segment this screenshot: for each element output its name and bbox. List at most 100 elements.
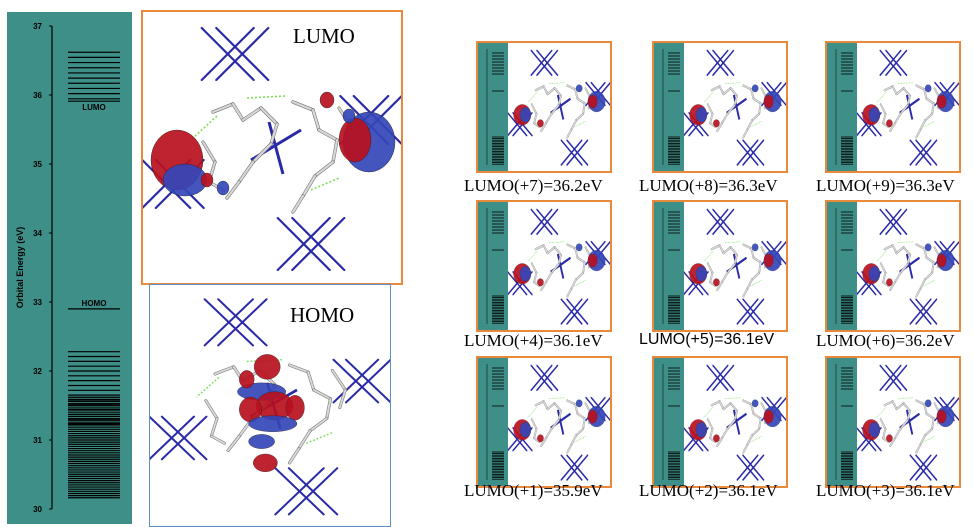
ligand-cross bbox=[706, 49, 735, 76]
metal-bond bbox=[905, 409, 914, 435]
energy-levels: 37 36 35 34 33 32 31 30 Orbital Energy (eV) LUMO H… bbox=[15, 22, 120, 514]
mini-energy-strip bbox=[478, 358, 508, 486]
hydrogen-bond bbox=[898, 82, 914, 84]
orbital-lobe-positive bbox=[936, 409, 947, 424]
molecule-skeleton bbox=[915, 84, 935, 139]
ligand-cross bbox=[332, 358, 390, 404]
hydrogen-bond bbox=[574, 436, 586, 443]
orbital-lobe-positive bbox=[936, 253, 947, 268]
hydrogen-bond bbox=[876, 406, 887, 418]
orbital-thumbnail-caption: LUMO(+7)=36.2eV bbox=[464, 176, 603, 195]
orbital-lobe-positive bbox=[763, 253, 774, 268]
hydrogen-bond bbox=[876, 91, 887, 103]
ligand-cross bbox=[150, 415, 208, 461]
metal-bond bbox=[732, 253, 741, 279]
hydrogen-bond bbox=[527, 406, 538, 418]
metal-bond bbox=[905, 94, 914, 120]
thumbnail-molecule-render bbox=[857, 364, 959, 481]
orbital-lobe-positive bbox=[537, 278, 544, 287]
orbital-thumbnail-caption: LUMO(+1)=35.9eV bbox=[464, 481, 603, 500]
orbital-thumbnail bbox=[476, 41, 612, 173]
mini-energy-strip bbox=[827, 202, 857, 330]
orbital-lobe-positive bbox=[239, 370, 255, 389]
thumbnail-molecule-render bbox=[508, 208, 610, 325]
orbital-lobe-negative bbox=[695, 107, 708, 123]
thumbnail-molecule-render bbox=[684, 49, 786, 166]
hydrogen-bond bbox=[876, 250, 887, 262]
orbital-thumbnail-caption: LUMO(+3)=36.1eV bbox=[816, 481, 955, 500]
hydrogen-bond bbox=[750, 121, 762, 128]
molecule-skeleton bbox=[742, 243, 762, 298]
molecule-skeleton bbox=[742, 399, 762, 454]
molecule-skeleton bbox=[534, 85, 562, 132]
molecule-skeleton bbox=[534, 400, 562, 447]
metal-bond bbox=[556, 94, 565, 120]
hydrogen-bond bbox=[574, 121, 586, 128]
orbital-lobe-negative bbox=[924, 84, 932, 93]
energy-tick-label: 36 bbox=[33, 91, 42, 100]
orbital-thumbnail bbox=[825, 200, 961, 332]
orbital-lobe-negative bbox=[519, 422, 532, 438]
hydrogen-bond bbox=[305, 431, 333, 444]
orbital-thumbnail bbox=[476, 356, 612, 488]
hydrogen-bond bbox=[549, 82, 565, 84]
orbital-thumbnail bbox=[652, 356, 788, 488]
homo-molecule-render bbox=[150, 298, 390, 516]
energy-tick-label: 37 bbox=[33, 22, 42, 31]
orbital-lobe-negative bbox=[868, 266, 881, 282]
hydrogen-bond bbox=[574, 280, 586, 287]
orbital-lobe-negative bbox=[751, 243, 759, 252]
orbital-lobe-negative bbox=[248, 415, 298, 432]
orbital-lobe-negative bbox=[519, 107, 532, 123]
hydrogen-bond bbox=[898, 241, 914, 243]
orbital-lobe-negative bbox=[751, 84, 759, 93]
mini-energy-strip bbox=[654, 202, 684, 330]
hydrogen-bond bbox=[750, 436, 762, 443]
orbital-lobe-negative bbox=[868, 107, 881, 123]
lumo-level-label: LUMO bbox=[82, 103, 106, 112]
molecule-skeleton bbox=[534, 244, 562, 291]
orbital-lobe-positive bbox=[253, 453, 278, 472]
molecule-skeleton bbox=[883, 85, 911, 132]
ligand-cross bbox=[909, 298, 938, 325]
ligand-cross bbox=[560, 139, 589, 166]
hydrogen-bond bbox=[703, 250, 714, 262]
orbital-thumbnail-caption: LUMO(+2)=36.1eV bbox=[639, 481, 778, 500]
hydrogen-bond bbox=[527, 91, 538, 103]
molecule-skeleton bbox=[710, 400, 738, 447]
energy-tick-label: 35 bbox=[33, 160, 42, 169]
molecule-skeleton bbox=[566, 84, 586, 139]
orbital-thumbnail-caption: LUMO(+6)=36.2eV bbox=[816, 331, 955, 350]
hydrogen-bond bbox=[725, 397, 741, 399]
metal-bond bbox=[556, 253, 565, 279]
orbital-lobe-positive bbox=[936, 94, 947, 109]
energy-tick-label: 32 bbox=[33, 367, 42, 376]
orbital-lobe-positive bbox=[319, 91, 335, 109]
orbital-lobe-positive bbox=[713, 119, 720, 128]
molecule-skeleton bbox=[883, 244, 911, 291]
molecule-skeleton bbox=[530, 103, 541, 129]
molecule-skeleton bbox=[566, 399, 586, 454]
hydrogen-bond bbox=[725, 82, 741, 84]
molecule-skeleton bbox=[915, 399, 935, 454]
orbital-thumbnail bbox=[652, 200, 788, 332]
ligand-cross bbox=[706, 208, 735, 235]
molecule-skeleton bbox=[566, 243, 586, 298]
hydrogen-bond bbox=[549, 241, 565, 243]
orbital-thumbnail-caption: LUMO(+4)=36.1eV bbox=[464, 331, 603, 350]
orbital-thumbnail-caption: LUMO(+8)=36.3eV bbox=[639, 176, 778, 195]
molecule-skeleton bbox=[204, 399, 226, 445]
energy-tick-label: 33 bbox=[33, 298, 42, 307]
hydrogen-bond bbox=[898, 397, 914, 399]
ligand-cross bbox=[530, 49, 559, 76]
orbital-lobe-positive bbox=[537, 119, 544, 128]
orbital-lobe-negative bbox=[695, 266, 708, 282]
energy-tick-label: 30 bbox=[33, 505, 42, 514]
orbital-thumbnail bbox=[825, 41, 961, 173]
orbital-lobe-positive bbox=[713, 278, 720, 287]
mini-energy-strip bbox=[654, 358, 684, 486]
hydrogen-bond bbox=[246, 95, 286, 99]
ligand-cross bbox=[736, 139, 765, 166]
orbital-lobe-negative bbox=[575, 243, 583, 252]
orbital-lobe-positive bbox=[285, 395, 305, 421]
